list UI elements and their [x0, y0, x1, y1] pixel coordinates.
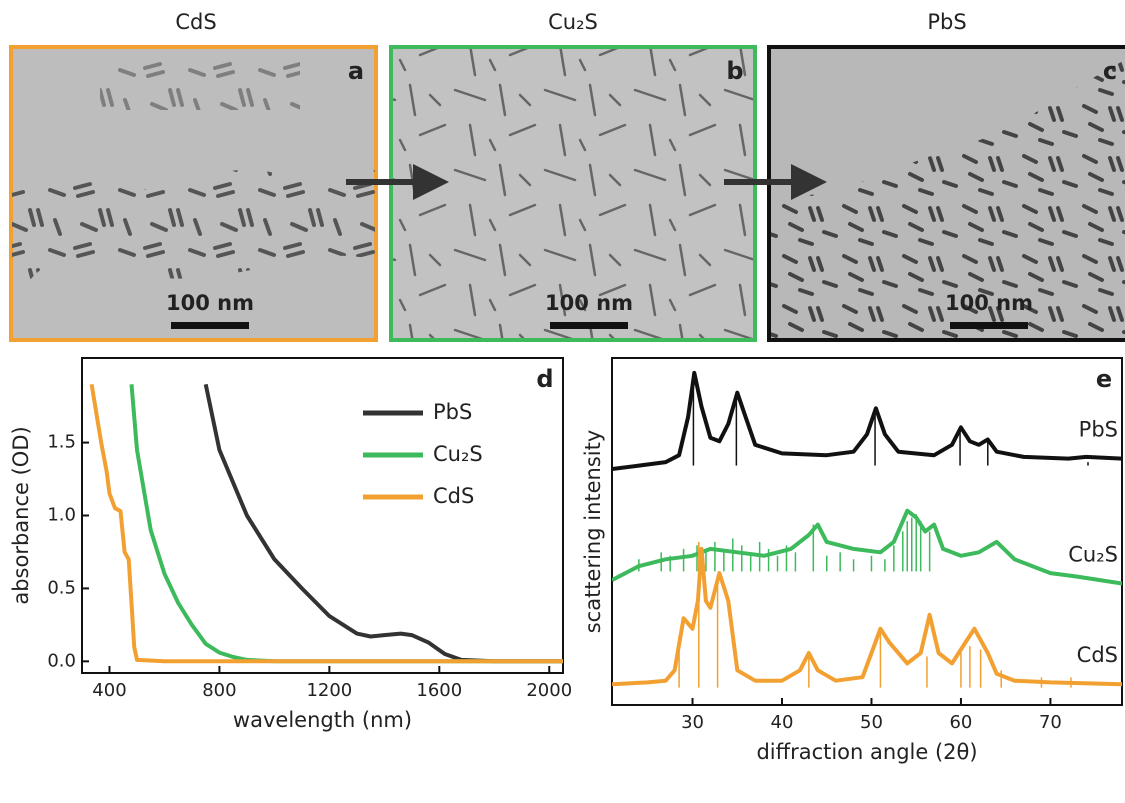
x-tick-label: 70 — [1039, 712, 1062, 733]
scale-bar — [171, 322, 249, 329]
nanorod-cluster — [100, 60, 300, 110]
y-tick-label: 0.5 — [47, 577, 76, 598]
panel-letter: c — [1103, 57, 1117, 85]
panel-title: PbS — [927, 10, 966, 34]
series-label: CdS — [1077, 643, 1118, 667]
y-tick-label: 1.0 — [47, 505, 76, 526]
nanorod-field — [393, 49, 753, 338]
legend-label: CdS — [433, 484, 474, 508]
charts: 400 800 1200 1600 2000 0.0 0.5 1.0 1.5 wavelength… — [9, 357, 1123, 764]
series-line — [129, 384, 563, 664]
x-tick-label: 2000 — [526, 680, 572, 701]
x-tick-label: 50 — [860, 712, 883, 733]
plot-frame — [611, 357, 1123, 706]
y-axis-label: absorbance (OD) — [9, 426, 33, 604]
nanorod-cluster — [771, 60, 1125, 338]
scale-label: 100 nm — [545, 291, 633, 315]
x-axis-label: diffraction angle (2θ) — [756, 740, 977, 764]
scale-label: 100 nm — [166, 291, 254, 315]
x-tick-label: 1200 — [306, 680, 352, 701]
y-axis-label: scattering intensity — [581, 430, 605, 634]
legend-label: PbS — [433, 400, 472, 424]
panel-letter: a — [348, 57, 364, 85]
series-line — [612, 546, 1122, 687]
x-tick-label: 30 — [681, 712, 704, 733]
nanorod-cluster — [12, 170, 375, 285]
panel-title: Cu₂S — [548, 10, 598, 34]
y-tick-label: 1.5 — [47, 432, 76, 453]
panel-letter: d — [536, 365, 553, 393]
panel-b: 100 nm b Cu₂S — [389, 10, 757, 342]
series-line — [612, 370, 1122, 471]
x-axis-label: wavelength (nm) — [233, 708, 412, 732]
series-line — [89, 383, 563, 664]
scale-bar — [550, 322, 628, 329]
panel-letter: e — [1096, 365, 1112, 393]
x-tick-label: 60 — [949, 712, 972, 733]
x-tick-label: 1600 — [416, 680, 462, 701]
panel-c: 100 nm c PbS — [767, 10, 1125, 342]
scale-bar — [950, 322, 1028, 329]
panel-title: CdS — [175, 10, 216, 34]
x-tick-label: 800 — [202, 680, 236, 701]
series-line — [203, 383, 563, 664]
scale-label: 100 nm — [945, 291, 1033, 315]
series-line — [612, 508, 1122, 586]
panel-a: 100 nm a CdS — [9, 10, 378, 342]
x-tick-label: 40 — [771, 712, 794, 733]
series-label: PbS — [1079, 418, 1118, 442]
legend-label: Cu₂S — [433, 442, 483, 466]
series-label: Cu₂S — [1068, 543, 1118, 567]
x-tick-label: 400 — [92, 680, 126, 701]
panel-letter: b — [726, 57, 743, 85]
y-tick-label: 0.0 — [47, 650, 76, 671]
plot-frame — [81, 357, 564, 674]
